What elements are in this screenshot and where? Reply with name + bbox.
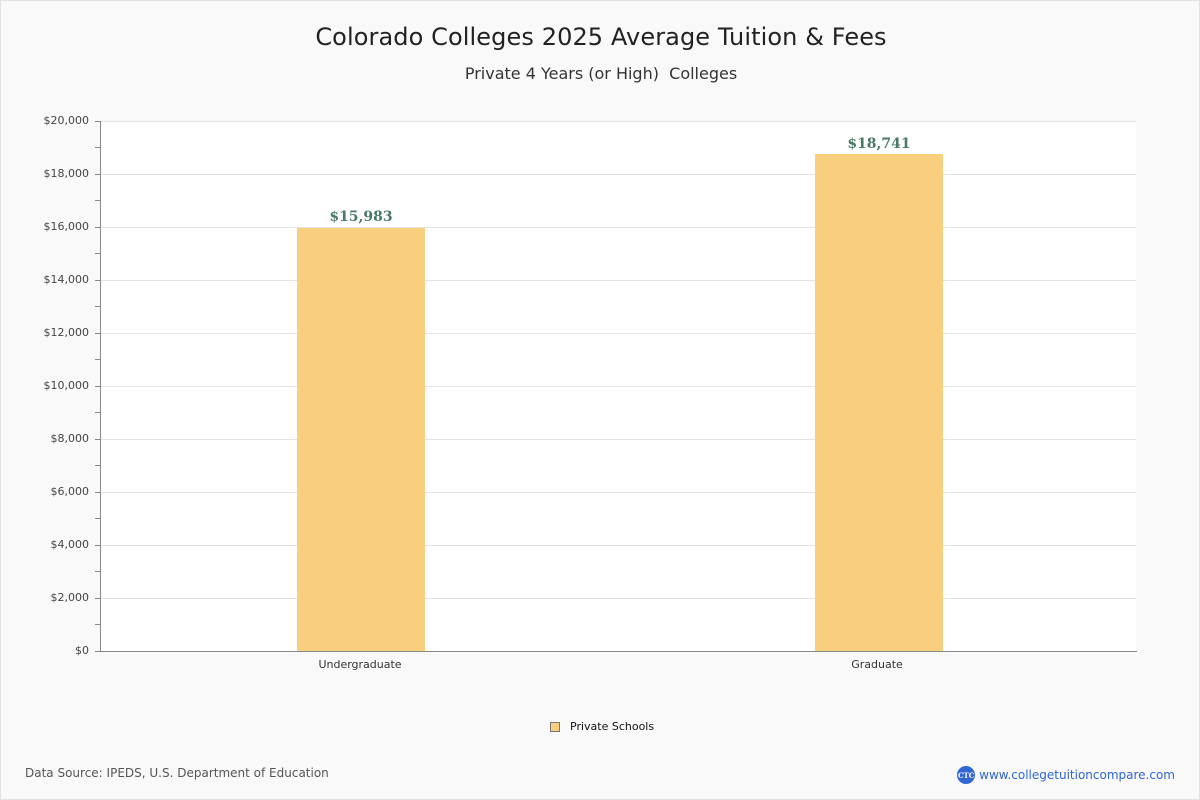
y-tick-minor [95,518,100,519]
y-axis-line [100,121,101,652]
gridline [101,545,1136,546]
y-tick [95,174,100,175]
y-tick [95,492,100,493]
data-source: Data Source: IPEDS, U.S. Department of E… [25,766,329,780]
x-axis-line [100,651,1137,652]
y-axis-label: $10,000 [43,379,90,392]
plot-area [101,121,1136,651]
y-tick [95,333,100,334]
y-tick-minor [95,147,100,148]
gridline [101,227,1136,228]
x-axis-label-undergraduate: Undergraduate [318,658,402,671]
brand-link[interactable]: CTC www.collegetuitioncompare.com [957,766,1175,784]
y-axis-label: $2,000 [50,591,90,604]
y-tick [95,439,100,440]
gridline [101,598,1136,599]
bar-value-label: $18,741 [847,136,911,152]
legend: Private Schools [550,720,654,733]
y-axis-label: $0 [75,644,89,657]
ctc-logo-icon: CTC [957,766,976,784]
y-tick-minor [95,465,100,466]
gridline [101,280,1136,281]
y-axis-label: $14,000 [43,273,90,286]
y-tick [95,227,100,228]
x-axis-label-graduate: Graduate [851,658,903,671]
gridline [101,439,1136,440]
bar-value-label: $15,983 [329,209,393,225]
brand-url: www.collegetuitioncompare.com [979,768,1175,782]
y-tick-minor [95,359,100,360]
y-axis-label: $20,000 [43,114,90,127]
y-axis-label: $4,000 [50,538,90,551]
y-tick [95,651,100,652]
y-axis-label: $18,000 [43,167,90,180]
gridline [101,121,1136,122]
y-tick [95,386,100,387]
bar-undergraduate[interactable] [297,227,425,651]
gridline [101,174,1136,175]
bar-graduate[interactable] [815,154,943,651]
y-tick-minor [95,306,100,307]
chart-title: Colorado Colleges 2025 Average Tuition &… [315,23,887,51]
y-tick-minor [95,412,100,413]
chart-subtitle: Private 4 Years (or High) Colleges [464,64,738,83]
y-tick [95,280,100,281]
y-tick-minor [95,200,100,201]
y-axis-label: $12,000 [43,326,90,339]
legend-label[interactable]: Private Schools [570,720,655,733]
gridline [101,386,1136,387]
y-axis-label: $6,000 [50,485,90,498]
y-tick-minor [95,624,100,625]
y-tick [95,545,100,546]
y-axis-label: $16,000 [43,220,90,233]
gridline [101,492,1136,493]
legend-swatch-private-schools [550,721,560,732]
y-tick [95,121,100,122]
gridline [101,333,1136,334]
y-tick [95,598,100,599]
y-tick-minor [95,253,100,254]
y-axis-label: $8,000 [50,432,90,445]
y-tick-minor [95,571,100,572]
